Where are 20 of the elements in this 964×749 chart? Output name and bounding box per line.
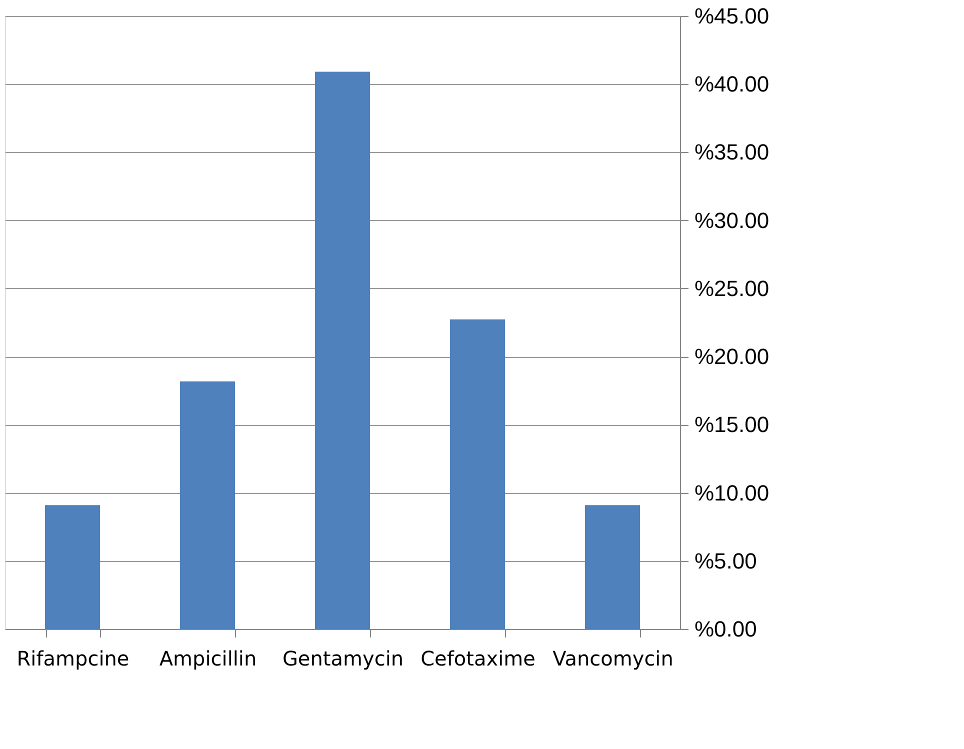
y-tick-label: %25.00 <box>694 276 770 301</box>
y-tick-label: %15.00 <box>694 412 770 438</box>
y-tick-label: %10.00 <box>694 480 770 506</box>
bar <box>315 72 370 629</box>
bar <box>585 505 640 629</box>
x-tick-label: Cefotaxime <box>420 646 536 670</box>
y-tick-label: %0.00 <box>694 616 757 642</box>
y-tick-label: %30.00 <box>694 208 770 233</box>
y-tick-label: %20.00 <box>694 344 770 370</box>
x-tick-label: Vancomycin <box>552 646 674 670</box>
bar <box>45 505 100 629</box>
bar <box>450 319 505 629</box>
y-tick-label: %40.00 <box>694 72 770 97</box>
x-tick-label: Rifampcine <box>16 646 130 670</box>
y-tick-label: %45.00 <box>694 4 770 28</box>
x-tick-label: Gentamycin <box>282 646 404 670</box>
bar <box>180 381 235 629</box>
y-tick-label: %5.00 <box>694 548 757 574</box>
x-tick-label: Ampicillin <box>159 646 257 670</box>
y-tick-label: %35.00 <box>694 140 770 165</box>
